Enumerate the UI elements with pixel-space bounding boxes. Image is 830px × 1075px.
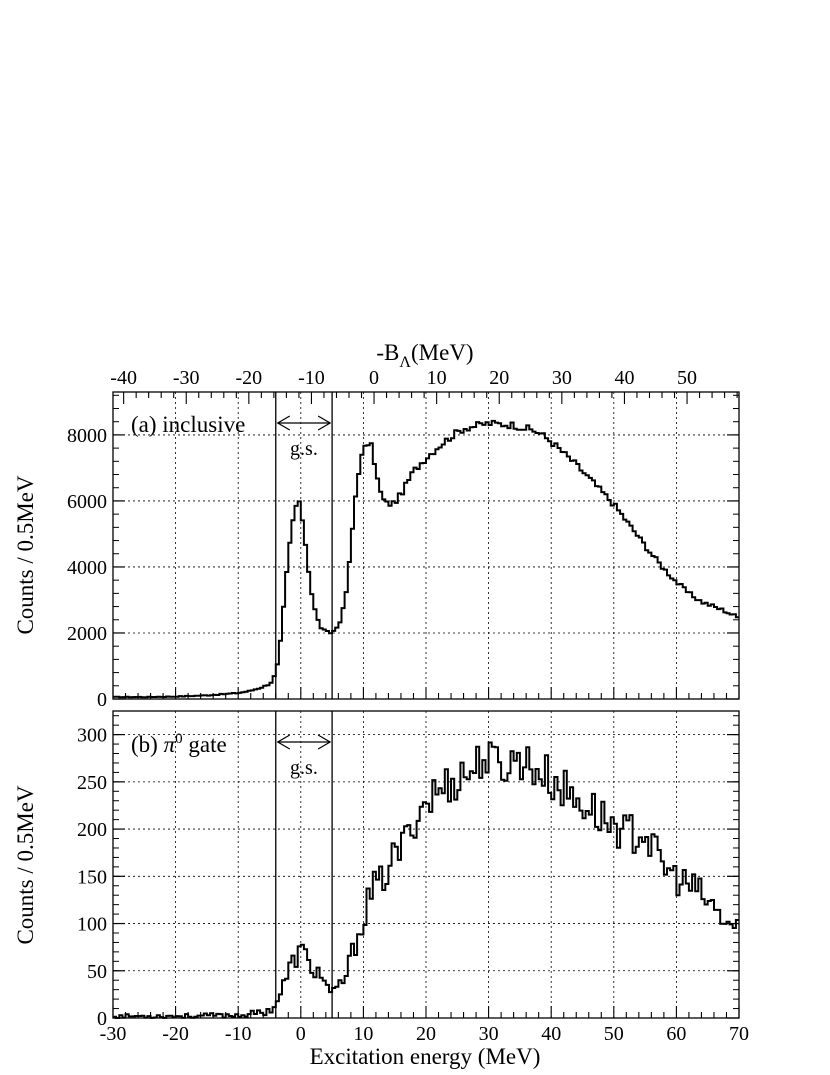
y-tick-label: 250 (77, 772, 107, 794)
x-tick-label: -30 (100, 1023, 127, 1045)
y-tick-label: 150 (77, 866, 107, 888)
y-tick-label: 2000 (67, 623, 107, 645)
y-tick-label: 50 (87, 961, 107, 983)
top-tick-label: 40 (614, 367, 634, 389)
top-tick-label: -10 (298, 367, 325, 389)
gs-label: g.s. (290, 438, 318, 460)
top-tick-label: -40 (110, 367, 137, 389)
gs-arrow-right-head (317, 734, 332, 750)
x-axis-label: Excitation energy (MeV) (310, 1044, 541, 1069)
y-tick-label: 6000 (67, 491, 107, 513)
panel-a-histogram (113, 419, 739, 699)
x-tick-label: 0 (296, 1023, 306, 1045)
gs-arrow-right-head (317, 415, 332, 431)
gs-label: g.s. (290, 757, 318, 779)
panel-pi0-gate: 0 50 100 150 200 250 300 -30 -20 -10 0 10 20 30 40 50 6… (13, 710, 749, 1069)
x-tick-label: -10 (225, 1023, 252, 1045)
y-tick-label: 4000 (67, 557, 107, 579)
panel-b-grid (113, 711, 739, 1018)
panel-a-grid (113, 392, 739, 699)
panel-a-x-minor-ticks (112, 687, 740, 699)
x-tick-label: 50 (604, 1023, 624, 1045)
panel-a-gs-window: g.s. (275, 392, 333, 699)
y-tick-label: 8000 (67, 425, 107, 447)
panel-a-label: (a) inclusive (131, 412, 245, 437)
panel-a-frame (112, 391, 740, 700)
top-tick-label: 50 (677, 367, 697, 389)
panel-b-y-ticks: 0 50 100 150 200 250 300 (77, 715, 739, 1030)
panel-a-top-ticks: -40 -30 -20 -10 0 10 20 30 40 50 (110, 367, 738, 404)
panel-a-y-ticks: 0 2000 4000 6000 8000 (67, 394, 739, 711)
top-tick-label: 20 (489, 367, 509, 389)
panel-a-y-axis-label: Counts / 0.5MeV (13, 475, 38, 634)
gs-arrow-left-head (276, 415, 291, 431)
x-tick-label: 60 (666, 1023, 686, 1045)
y-tick-label: 300 (77, 725, 107, 747)
x-tick-label: 70 (729, 1023, 749, 1045)
panel-b-histogram (113, 741, 739, 1019)
x-tick-label: 30 (479, 1023, 499, 1045)
panel-b-frame (112, 710, 740, 1019)
x-tick-label: 20 (416, 1023, 436, 1045)
x-tick-label: -20 (162, 1023, 189, 1045)
gs-arrow-left-head (276, 734, 291, 750)
y-tick-label: 100 (77, 914, 107, 936)
top-tick-label: -30 (173, 367, 200, 389)
panel-b-y-axis-label: Counts / 0.5MeV (13, 785, 38, 944)
top-tick-label: 0 (369, 367, 379, 389)
panel-b-x-ticks: -30 -20 -10 0 10 20 30 40 50 60 70 (100, 1006, 749, 1045)
x-tick-label: 10 (353, 1023, 373, 1045)
panel-b-gs-window: g.s. (275, 711, 333, 1018)
y-tick-label: 0 (97, 1008, 107, 1030)
top-tick-label: 30 (552, 367, 572, 389)
y-tick-label: 0 (97, 689, 107, 711)
x-tick-label: 40 (541, 1023, 561, 1045)
top-axis-label: -BΛ(MeV) (376, 340, 473, 371)
top-tick-label: -20 (236, 367, 263, 389)
top-tick-label: 10 (427, 367, 447, 389)
panel-b-label: (b) π0 gate (131, 731, 227, 757)
panel-inclusive: -40 -30 -20 -10 0 10 20 30 40 50 0 2000 4000 6000 800… (13, 367, 740, 711)
y-tick-label: 200 (77, 819, 107, 841)
